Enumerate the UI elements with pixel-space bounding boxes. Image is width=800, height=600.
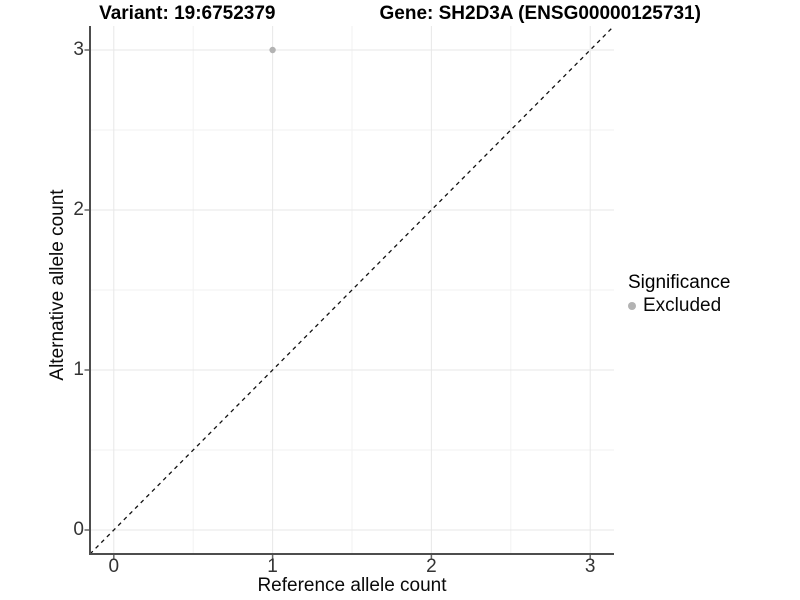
x-axis-title: Reference allele count bbox=[257, 575, 447, 596]
legend-items: Excluded bbox=[628, 294, 730, 317]
y-tick-label: 2 bbox=[73, 199, 84, 220]
legend-item: Excluded bbox=[628, 294, 730, 317]
y-tick-label: 3 bbox=[73, 39, 84, 60]
x-tick-label: 2 bbox=[426, 556, 437, 577]
legend-item-label: Excluded bbox=[643, 295, 722, 316]
legend: Significance Excluded bbox=[628, 271, 730, 317]
legend-key-dot bbox=[628, 301, 636, 310]
plot-title: Variant: 19:6752379 Gene: SH2D3A (ENSG00… bbox=[0, 3, 800, 27]
x-tick-label: 3 bbox=[584, 556, 596, 577]
gene-title: Gene: SH2D3A (ENSG00000125731) bbox=[379, 3, 701, 24]
grid-minor-lines bbox=[90, 26, 614, 554]
grid-major-lines bbox=[90, 26, 614, 554]
x-tick-label: 0 bbox=[108, 556, 120, 577]
tick-marks bbox=[84, 49, 591, 560]
legend-title: Significance bbox=[628, 272, 731, 293]
y-tick-label: 0 bbox=[73, 519, 84, 540]
scatter-point bbox=[269, 46, 276, 54]
y-axis-title: Alternative allele count bbox=[47, 189, 68, 381]
axis-lines bbox=[89, 26, 614, 555]
identity-dashed-line bbox=[89, 25, 615, 555]
y-tick-label: 1 bbox=[73, 359, 84, 380]
x-tick-label: 1 bbox=[267, 556, 278, 577]
data-points bbox=[269, 46, 276, 54]
variant-title: Variant: 19:6752379 bbox=[99, 3, 276, 24]
